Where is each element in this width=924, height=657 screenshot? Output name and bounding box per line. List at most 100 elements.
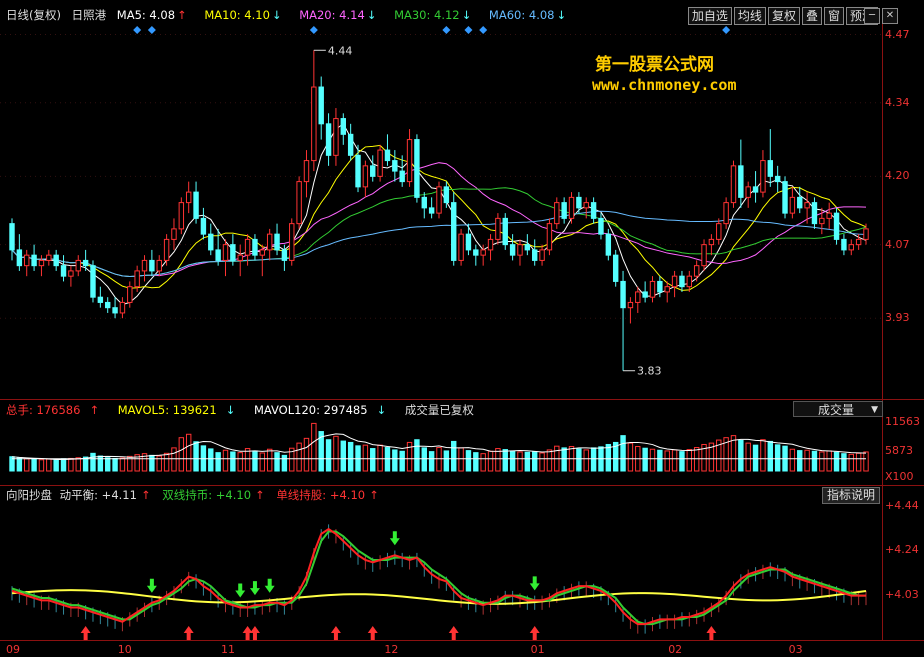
candle-body	[487, 238, 494, 251]
volume-bar	[156, 455, 162, 472]
candle-body	[318, 86, 324, 125]
indicator-axis-top: +4.44	[885, 499, 919, 512]
volume-bar	[657, 449, 663, 472]
candle-body	[244, 238, 251, 256]
volume-bar	[318, 431, 324, 472]
arrow-up-icon: ↑	[369, 488, 379, 502]
volume-bar	[671, 449, 678, 472]
candle-body	[163, 238, 170, 261]
price-tick-label: 4.47	[885, 27, 910, 41]
candle-body	[377, 149, 383, 177]
candle-body	[384, 149, 391, 162]
dynamic-balance: 动平衡: +4.11	[59, 488, 137, 502]
volume-bar	[716, 439, 722, 472]
minimize-icon[interactable]: ─	[864, 8, 880, 24]
volume-bar	[458, 447, 464, 472]
candle-body	[635, 291, 641, 303]
max-price-marker: 4.44	[328, 44, 353, 57]
double-line-green	[11, 530, 866, 626]
candle-body	[230, 244, 236, 261]
buy-arrow-icon	[706, 626, 717, 640]
volume-bar	[531, 451, 538, 472]
candle-body	[708, 238, 715, 246]
candle-body	[664, 286, 670, 293]
price-tick-label: 4.20	[885, 169, 910, 183]
period-label[interactable]: 日线(复权)	[6, 8, 61, 22]
arrow-down-icon: ↓	[461, 8, 472, 22]
close-icon[interactable]: ✕	[882, 8, 898, 24]
event-diamond-icon	[309, 26, 318, 34]
volume-bar	[826, 450, 832, 472]
candle-body	[362, 165, 369, 188]
candle-body	[576, 196, 582, 209]
adjust-button[interactable]: 复权	[767, 7, 800, 25]
candle-body	[237, 254, 243, 261]
volume-note: 成交量已复权	[404, 403, 474, 417]
volume-bar	[745, 442, 751, 472]
candle-body	[325, 123, 332, 156]
volume-bar	[230, 451, 236, 472]
volume-bar	[75, 457, 81, 472]
buy-arrow-icon	[242, 626, 253, 640]
candle-body	[671, 275, 678, 288]
volume-bar	[244, 448, 251, 472]
candle-body	[68, 270, 74, 277]
candle-body	[75, 259, 81, 272]
ma60-line	[11, 210, 867, 277]
balance-yellow-line	[11, 589, 867, 605]
candle-body	[598, 217, 604, 235]
event-diamond-icon	[722, 26, 731, 34]
volume-bar	[119, 457, 126, 472]
volume-bar	[104, 457, 111, 472]
ma20-value: MA20: 4.14 ↓	[299, 8, 377, 22]
sell-arrow-icon	[389, 531, 400, 546]
volume-bar	[274, 452, 280, 472]
add-watch-button[interactable]: 加自选	[687, 7, 732, 25]
candle-body	[524, 244, 531, 251]
volume-bar	[848, 453, 854, 472]
window-button[interactable]: 窗	[823, 7, 844, 25]
volume-bar	[546, 449, 553, 472]
volume-bar	[31, 458, 37, 472]
indicator-name[interactable]: 向阳抄盘	[6, 488, 52, 502]
candle-body	[554, 202, 560, 225]
volume-bar	[90, 452, 96, 472]
candle-body	[53, 254, 59, 267]
sell-arrow-icon	[146, 578, 157, 593]
candle-body	[517, 244, 523, 256]
volume-bar	[296, 442, 302, 472]
candle-body	[583, 202, 589, 209]
volume-bar	[767, 440, 774, 472]
candle-body	[46, 254, 52, 261]
volume-bar	[855, 452, 862, 472]
panel-divider	[0, 485, 924, 486]
volume-bar	[112, 457, 118, 472]
volume-bar	[752, 444, 759, 472]
candle-body	[16, 249, 23, 267]
candle-body	[215, 249, 221, 261]
candle-body	[31, 254, 37, 267]
overlay-button[interactable]: 叠	[801, 7, 822, 25]
candle-body	[738, 165, 744, 198]
volume-bar	[612, 441, 619, 472]
candle-body	[127, 286, 133, 303]
volume-axis-top: 11563	[885, 415, 920, 428]
volume-selector[interactable]: 成交量 ▼	[793, 401, 883, 417]
volume-bar	[392, 449, 398, 472]
indicator-explain-button[interactable]: 指标说明	[822, 487, 881, 504]
candle-body	[296, 181, 302, 225]
candle-body	[414, 139, 420, 198]
candle-body	[259, 249, 266, 256]
candle-body	[24, 254, 30, 267]
ma5-value: MA5: 4.08 ↑	[116, 8, 187, 22]
candle-body	[841, 238, 847, 251]
window-controls: ─ ✕	[862, 8, 898, 24]
candle-body	[303, 160, 310, 183]
candle-body	[97, 296, 104, 303]
volume-bar	[863, 451, 869, 472]
ma-lines-button[interactable]: 均线	[733, 7, 766, 25]
candle-body	[693, 265, 700, 277]
candle-body	[451, 202, 457, 261]
sell-arrow-icon	[235, 583, 246, 598]
